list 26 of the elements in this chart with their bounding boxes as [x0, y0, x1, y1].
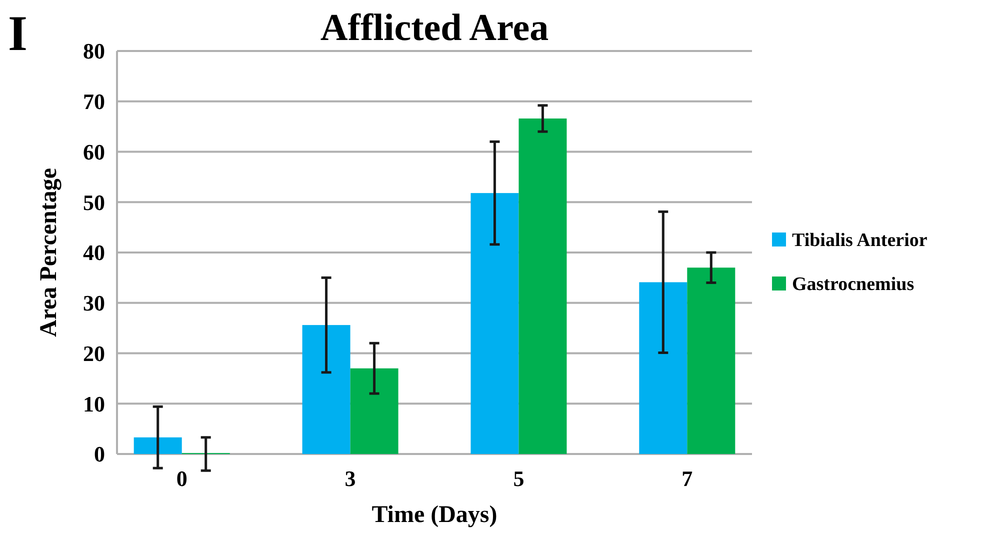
chart-title: Afflicted Area [320, 7, 549, 49]
y-tick-label: 40 [83, 240, 105, 266]
bar [134, 437, 182, 454]
y-axis-title: Area Percentage [36, 168, 62, 338]
bar [639, 282, 688, 454]
bar [350, 368, 398, 454]
bar [470, 193, 519, 454]
x-tick-label: 5 [513, 466, 524, 491]
x-axis-title: Time (Days) [372, 502, 498, 528]
legend-label: Gastrocnemius [792, 274, 914, 296]
x-tick-label: 7 [682, 466, 693, 491]
y-tick-label: 60 [83, 139, 105, 164]
y-tick-label: 0 [94, 442, 105, 467]
bar [302, 325, 350, 454]
y-tick-label: 30 [83, 290, 105, 316]
x-tick-label: 3 [344, 466, 356, 491]
y-tick-label: 80 [83, 38, 105, 64]
text: I [8, 5, 28, 61]
y-tick-label: 20 [83, 340, 105, 366]
legend-label: Tibialis Anterior [792, 230, 928, 252]
bar [518, 118, 567, 454]
y-tick-label: 10 [83, 391, 105, 416]
y-tick-label: 70 [83, 89, 105, 114]
y-tick-label: 50 [83, 190, 105, 215]
bar [687, 268, 736, 454]
x-tick-label: 0 [176, 466, 188, 491]
